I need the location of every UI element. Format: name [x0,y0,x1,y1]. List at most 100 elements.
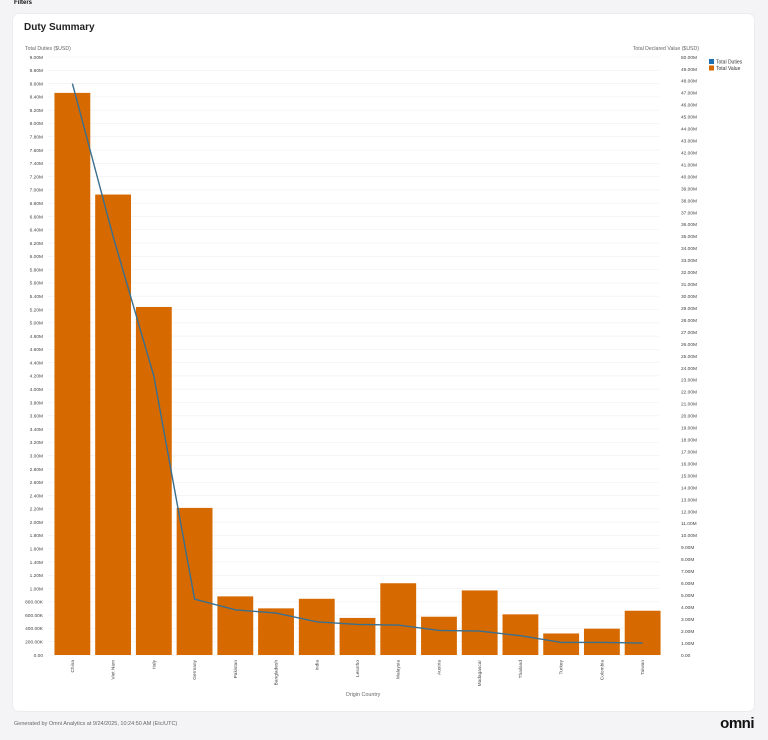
category-label: Germany [192,659,198,679]
left-tick-label: 5.00M [30,321,43,327]
right-tick-label: 50.00M [681,55,697,61]
generated-timestamp: Generated by Omni Analytics at 9/24/2025… [14,721,178,727]
right-tick-label: 8.00M [681,557,694,563]
left-tick-label: 2.40M [30,493,43,499]
left-tick-label: 2.20M [30,507,43,513]
right-tick-label: 16.00M [681,461,697,467]
left-tick-label: 4.40M [30,360,43,366]
left-tick-label: 5.20M [30,307,43,313]
right-tick-label: 6.00M [681,581,694,587]
category-label: Austria [436,660,442,675]
left-tick-label: 4.80M [30,334,43,340]
left-tick-label: 1.20M [30,573,43,579]
category-label: Turkey [559,659,565,674]
x-axis-title: Origin Country [346,692,381,698]
left-tick-label: 3.20M [30,440,43,446]
legend-swatch-total-value [709,65,714,71]
category-label: Lesotho [355,660,361,677]
bar-total-value [54,92,91,655]
right-tick-label: 5.00M [681,593,694,599]
right-tick-label: 29.00M [681,306,697,312]
left-tick-label: 7.40M [30,161,43,167]
right-tick-label: 26.00M [681,342,697,348]
category-label: Colombia [599,660,605,681]
right-tick-label: 45.00M [681,115,697,121]
right-tick-label: 10.00M [681,533,697,539]
bar-total-value [380,583,417,655]
left-tick-label: 4.00M [30,387,43,393]
left-tick-label: 3.60M [30,414,43,420]
right-tick-label: 17.00M [681,449,697,455]
legend-swatch-total-duties [709,59,714,64]
category-label: China [70,660,76,673]
right-tick-label: 38.00M [681,198,697,204]
right-tick-label: 22.00M [681,390,697,396]
right-tick-label: 0.00 [681,653,691,659]
category-label: Italy [151,659,157,668]
right-tick-label: 35.00M [681,234,697,240]
right-tick-label: 19.00M [681,426,697,432]
right-tick-label: 21.00M [681,402,697,408]
category-label: Madagascar [477,660,483,687]
right-tick-label: 11.00M [681,521,697,527]
left-tick-label: 6.60M [30,214,43,220]
right-tick-label: 3.00M [681,617,694,623]
left-tick-label: 6.00M [30,254,43,260]
left-axis-title: Total Duties ($USD) [25,46,71,52]
category-label: Pakistan [233,660,239,679]
left-tick-label: 3.40M [30,427,43,433]
bar-total-value [461,590,498,655]
left-tick-label: 1.60M [30,546,43,552]
right-tick-label: 15.00M [681,473,697,479]
right-tick-label: 18.00M [681,438,697,444]
left-tick-label: 2.00M [30,520,43,526]
category-label: India [314,660,320,671]
legend-label-total-value: Total Value [716,66,741,72]
left-tick-label: 3.00M [30,453,43,459]
right-tick-label: 43.00M [681,139,697,145]
left-tick-label: 7.20M [30,174,43,180]
left-tick-label: 8.80M [30,68,43,74]
right-tick-label: 44.00M [681,127,697,133]
left-tick-label: 6.40M [30,228,43,234]
left-tick-label: 4.20M [30,374,43,380]
left-tick-label: 5.80M [30,267,43,273]
left-tick-label: 1.40M [30,560,43,566]
right-axis-title: Total Declared Value ($USD) [633,46,699,52]
right-tick-label: 12.00M [681,509,697,515]
right-tick-label: 27.00M [681,330,697,336]
left-tick-label: 7.60M [30,148,43,154]
right-tick-label: 40.00M [681,174,697,180]
right-tick-label: 36.00M [681,222,697,228]
category-label: Bangladesh [274,660,280,686]
right-tick-label: 25.00M [681,354,697,360]
left-tick-label: 3.80M [30,400,43,406]
filters-label[interactable]: Filters [14,0,33,6]
left-tick-label: 6.20M [30,241,43,247]
right-tick-label: 32.00M [681,270,697,276]
left-tick-label: 9.00M [30,55,43,61]
category-label: Thailand [518,660,524,679]
left-tick-label: 1.00M [30,586,43,592]
left-tick-label: 0.00 [34,653,44,659]
right-tick-label: 39.00M [681,186,697,192]
left-tick-label: 6.80M [30,201,43,207]
left-tick-label: 5.60M [30,281,43,287]
bar-total-value [298,598,335,655]
right-tick-label: 33.00M [681,258,697,264]
right-tick-label: 48.00M [681,79,697,85]
right-tick-label: 49.00M [681,67,697,73]
right-tick-label: 9.00M [681,545,694,551]
right-tick-label: 30.00M [681,294,697,300]
left-tick-label: 8.20M [30,108,43,114]
right-tick-label: 4.00M [681,605,694,611]
left-tick-label: 4.60M [30,347,43,353]
right-tick-label: 24.00M [681,366,697,372]
right-tick-label: 31.00M [681,282,697,288]
left-tick-label: 7.00M [30,188,43,194]
left-tick-label: 8.00M [30,121,43,127]
card-title: Duty Summary [24,22,95,33]
left-tick-label: 8.40M [30,95,43,101]
bar-total-value [217,596,254,655]
